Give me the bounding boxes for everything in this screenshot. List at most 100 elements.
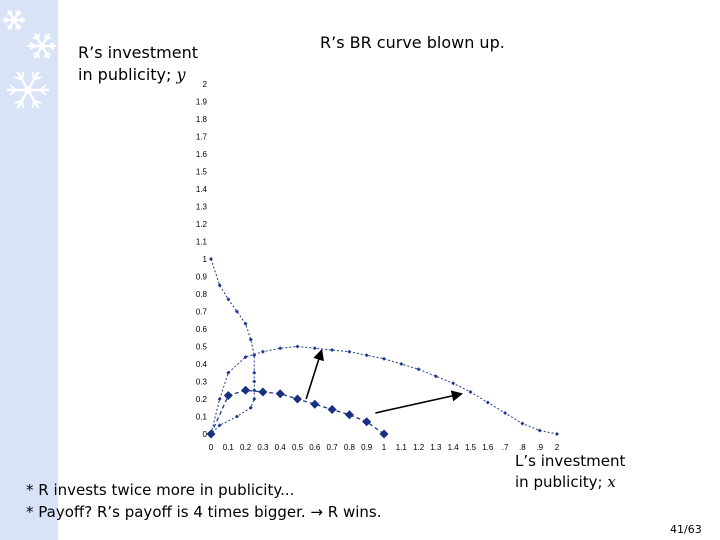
note-line-2-suffix: R wins. (323, 503, 382, 521)
y-tick-label: 0 (203, 430, 208, 439)
x-tick-label: 0.6 (309, 443, 321, 452)
y-tick-label: 1.9 (196, 98, 208, 107)
series-line (210, 345, 558, 435)
y-tick-label: 0.2 (196, 395, 208, 404)
data-point (327, 405, 337, 414)
y-tick-label: 0.5 (196, 343, 208, 352)
data-point (258, 387, 268, 397)
data-point (379, 429, 389, 439)
data-point (537, 428, 542, 433)
series-line (210, 258, 255, 435)
annotation-arrow (305, 348, 325, 400)
y-tick-label: 0.7 (196, 308, 208, 317)
y-tick-label: 0.9 (196, 273, 208, 282)
x-axis-label-text: in publicity; (515, 473, 608, 491)
data-point (433, 374, 438, 379)
y-tick-label: 0.1 (196, 413, 208, 422)
y-tick-label: 0.8 (196, 290, 208, 299)
y-tick-label: 1.2 (196, 220, 208, 229)
y-tick-label: 0.6 (196, 325, 208, 334)
data-point (252, 388, 257, 393)
y-tick-label: 0.4 (196, 360, 208, 369)
data-point (234, 309, 239, 314)
data-point (260, 349, 265, 354)
x-tick-label: 0 (209, 443, 214, 452)
data-point (330, 348, 335, 352)
data-point (344, 410, 354, 420)
x-tick-label: 1.4 (448, 443, 460, 452)
right-arrow-icon: → (310, 503, 323, 521)
data-point (248, 405, 253, 410)
data-point (252, 370, 257, 375)
x-axis-variable: x (607, 473, 616, 491)
y-tick-label: 1 (203, 255, 208, 264)
data-point (399, 362, 404, 366)
x-tick-label: 1.1 (396, 443, 408, 452)
x-tick-label: 0.5 (292, 443, 304, 452)
x-tick-label: 0.7 (327, 443, 339, 452)
data-point (243, 355, 248, 359)
x-tick-label: 0.9 (361, 443, 373, 452)
data-point (293, 394, 302, 404)
data-point (209, 257, 213, 261)
data-point (217, 423, 222, 428)
y-axis-label-text: in publicity; (78, 65, 177, 84)
data-point (275, 389, 285, 399)
data-point (520, 421, 525, 426)
x-tick-label: .9 (536, 443, 543, 452)
y-tick-label: 1.3 (196, 203, 208, 212)
y-tick-label: 1.1 (196, 238, 208, 247)
data-point (364, 353, 369, 358)
x-tick-label: 0.2 (240, 443, 252, 452)
y-tick-label: 2 (203, 80, 208, 89)
snowflake-icon (6, 71, 50, 109)
x-tick-label: 0.8 (344, 443, 356, 452)
note-line-2-prefix: * Payoff? R’s payoff is 4 times bigger. (26, 503, 311, 521)
data-point (234, 414, 239, 419)
y-axis-label-line2: in publicity; y (78, 65, 186, 84)
x-tick-label: 1.2 (413, 443, 425, 452)
y-tick-label: 1.4 (196, 185, 208, 194)
data-point (252, 397, 257, 401)
data-point (295, 344, 300, 349)
data-point (362, 417, 372, 427)
data-point (248, 337, 253, 342)
data-point (217, 283, 222, 288)
y-tick-label: 1.6 (196, 150, 208, 159)
y-tick-label: 1.5 (196, 168, 208, 177)
x-tick-label: 2 (555, 443, 560, 452)
y-tick-label: 1.8 (196, 115, 208, 124)
x-tick-label: 0.1 (223, 443, 235, 452)
data-point (382, 356, 386, 361)
slide-title: R’s BR curve blown up. (320, 33, 505, 52)
data-point (485, 400, 490, 405)
page-number: 41/63 (670, 523, 702, 536)
x-tick-label: 1.6 (482, 443, 494, 452)
data-point (468, 390, 473, 394)
data-point (347, 349, 352, 354)
y-tick-label: 0.3 (196, 378, 208, 387)
x-tick-label: .7 (502, 443, 509, 452)
data-point (243, 321, 248, 326)
annotation-arrow (375, 390, 463, 414)
data-point (310, 399, 320, 409)
y-axis-variable: y (176, 65, 186, 84)
y-tick-label: 1.7 (196, 133, 208, 142)
x-tick-label: 1.5 (465, 443, 477, 452)
data-point (451, 381, 456, 386)
data-point (206, 429, 216, 439)
snowflake-icon (27, 33, 57, 59)
data-point (241, 385, 251, 395)
x-axis-label-line1: L’s investment (515, 452, 626, 470)
data-point (223, 391, 233, 400)
data-point (555, 432, 559, 436)
data-point (217, 397, 222, 401)
data-point (312, 346, 317, 351)
data-point (278, 346, 283, 351)
x-tick-label: 0.4 (275, 443, 287, 452)
note-line-1: * R invests twice more in publicity... (26, 481, 295, 499)
note-line-2: * Payoff? R’s payoff is 4 times bigger. … (26, 503, 381, 521)
data-point (226, 297, 231, 302)
x-tick-label: 1 (382, 443, 387, 452)
